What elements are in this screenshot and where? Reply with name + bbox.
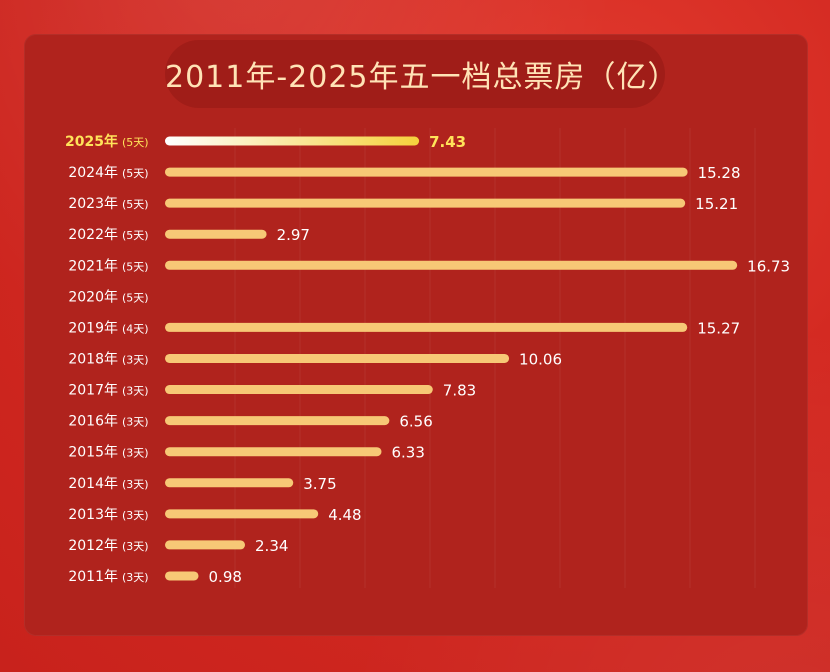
days-label: (3天) xyxy=(122,385,149,398)
bar-row: 2015年 (3天) 6.33 xyxy=(68,444,425,462)
bar-row: 2022年 (5天) 2.97 xyxy=(68,226,310,244)
value-label: 4.48 xyxy=(328,506,361,524)
value-label: 15.21 xyxy=(695,195,738,213)
bar-row: 2011年 (3天) 0.98 xyxy=(68,568,242,586)
category-label: 2016年 xyxy=(68,414,118,430)
days-label: (4天) xyxy=(122,322,149,335)
days-label: (3天) xyxy=(122,416,149,429)
chart-title: 2011年-2025年五一档总票房（亿） xyxy=(165,60,679,95)
value-label: 6.56 xyxy=(399,413,432,431)
value-label: 10.06 xyxy=(519,350,562,368)
bar-row: 2021年 (5天) 16.73 xyxy=(68,257,790,275)
bar xyxy=(165,198,686,208)
category-label: 2015年 xyxy=(68,445,118,461)
value-label: 7.43 xyxy=(429,133,466,151)
bar xyxy=(165,416,390,426)
days-label: (3天) xyxy=(122,478,149,491)
days-label: (3天) xyxy=(122,571,149,584)
category-label: 2017年 xyxy=(68,383,118,399)
value-label: 15.27 xyxy=(697,319,740,337)
category-label: 2020年 xyxy=(68,289,118,305)
bar-row: 2014年 (3天) 3.75 xyxy=(68,475,336,493)
bar xyxy=(165,447,382,457)
bar xyxy=(165,509,319,519)
bar xyxy=(165,571,199,581)
category-label: 2025年 xyxy=(65,133,118,150)
chart-panel xyxy=(24,34,808,636)
days-label: (5天) xyxy=(122,291,149,304)
category-label: 2023年 xyxy=(68,196,118,212)
bar xyxy=(165,540,246,550)
bar xyxy=(165,260,738,270)
bar-row: 2024年 (5天) 15.28 xyxy=(68,164,740,182)
bar-row: 2020年 (5天) xyxy=(68,289,148,305)
days-label: (3天) xyxy=(122,447,149,460)
bar xyxy=(165,385,433,395)
chart-title-pill: 2011年-2025年五一档总票房（亿） xyxy=(165,40,679,108)
days-label: (3天) xyxy=(122,540,149,553)
category-label: 2024年 xyxy=(68,165,118,181)
bar xyxy=(165,167,688,177)
category-label: 2012年 xyxy=(68,538,118,554)
category-label: 2014年 xyxy=(68,476,118,492)
bar xyxy=(165,353,510,363)
value-label: 2.34 xyxy=(255,537,288,555)
days-label: (5天) xyxy=(122,167,149,180)
bar-row: 2025年 (5天) 7.43 xyxy=(65,133,466,151)
days-label: (3天) xyxy=(122,353,149,366)
value-label: 0.98 xyxy=(209,568,242,586)
category-label: 2021年 xyxy=(68,258,118,274)
days-label: (5天) xyxy=(122,136,149,149)
bar-row: 2023年 (5天) 15.21 xyxy=(68,195,738,213)
category-label: 2022年 xyxy=(68,227,118,243)
bar-row: 2012年 (3天) 2.34 xyxy=(68,537,288,555)
value-label: 2.97 xyxy=(277,226,310,244)
category-label: 2018年 xyxy=(68,351,118,367)
days-label: (5天) xyxy=(122,229,149,242)
bar-row: 2019年 (4天) 15.27 xyxy=(68,319,740,337)
bar xyxy=(165,478,294,488)
bar xyxy=(165,136,420,146)
value-label: 3.75 xyxy=(303,475,336,493)
bar xyxy=(165,229,267,239)
value-label: 16.73 xyxy=(747,257,790,275)
value-label: 7.83 xyxy=(443,382,476,400)
bar-row: 2018年 (3天) 10.06 xyxy=(68,350,562,368)
days-label: (5天) xyxy=(122,198,149,211)
bar-row: 2013年 (3天) 4.48 xyxy=(68,506,361,524)
value-label: 15.28 xyxy=(698,164,741,182)
days-label: (5天) xyxy=(122,260,149,273)
category-label: 2013年 xyxy=(68,507,118,523)
value-label: 6.33 xyxy=(391,444,424,462)
bar-row: 2017年 (3天) 7.83 xyxy=(68,382,476,400)
category-label: 2011年 xyxy=(68,569,118,585)
bar-row: 2016年 (3天) 6.56 xyxy=(68,413,432,431)
days-label: (3天) xyxy=(122,509,149,522)
category-label: 2019年 xyxy=(68,320,118,336)
bar xyxy=(165,322,688,332)
